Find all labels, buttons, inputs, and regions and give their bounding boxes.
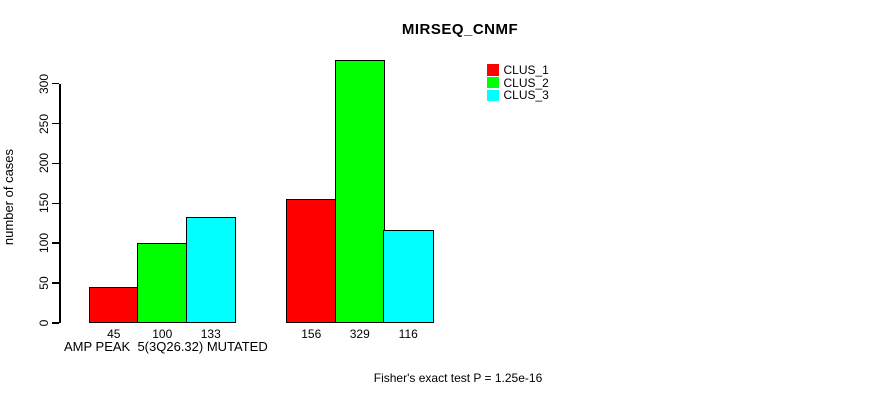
legend-swatch-clus_3 (487, 89, 499, 102)
bar-clus_3-group1 (185, 216, 236, 323)
y-axis-tick (52, 162, 59, 165)
bar-clus_2-group1 (137, 243, 188, 323)
bar-clus_2-group2 (334, 60, 385, 323)
legend-item-clus_3: CLUS_3 (487, 89, 549, 101)
legend-swatch-clus_1 (487, 64, 499, 76)
bar-value-label: 133 (200, 327, 221, 341)
y-axis-tick (52, 122, 59, 125)
y-axis-tick-label: 250 (37, 113, 51, 134)
x-axis-group-label: AMP PEAK 5(3Q26.32) MUTATED (64, 339, 268, 354)
y-axis-tick-label: 100 (37, 233, 51, 254)
y-axis-tick-label: 300 (37, 73, 51, 94)
y-axis-tick (52, 242, 59, 244)
y-axis-tick-label: 50 (37, 276, 51, 290)
chart-title: MIRSEQ_CNMF (401, 21, 519, 38)
bar-value-label: 329 (349, 327, 370, 341)
bar-clus_1-group1 (88, 287, 139, 323)
y-axis-line (59, 83, 61, 323)
bar-clus_1-group2 (286, 198, 337, 323)
y-axis-tick-label: 200 (37, 153, 51, 174)
legend-label: CLUS_2 (503, 75, 549, 90)
legend-swatch-clus_2 (487, 76, 499, 89)
legend-item-clus_2: CLUS_2 (487, 77, 549, 89)
y-axis-tick (52, 202, 59, 205)
bar-value-label: 116 (398, 327, 418, 341)
bar-value-label: 45 (107, 327, 121, 341)
y-axis-tick-label: 150 (37, 193, 51, 214)
bar-clus_3-group2 (383, 230, 434, 323)
footnote-fishers-test: Fisher's exact test P = 1.25e-16 (373, 371, 543, 385)
legend-label: CLUS_1 (503, 63, 549, 77)
y-axis-label: number of cases (1, 148, 16, 246)
y-axis-tick (52, 322, 59, 324)
y-axis-tick (52, 82, 59, 85)
y-axis-tick-label: 0 (37, 319, 51, 327)
y-axis-tick (52, 282, 59, 284)
bar-value-label: 100 (152, 327, 173, 341)
legend-label: CLUS_3 (503, 88, 549, 103)
bar-value-label: 156 (301, 327, 322, 341)
legend-item-clus_1: CLUS_1 (487, 64, 549, 76)
